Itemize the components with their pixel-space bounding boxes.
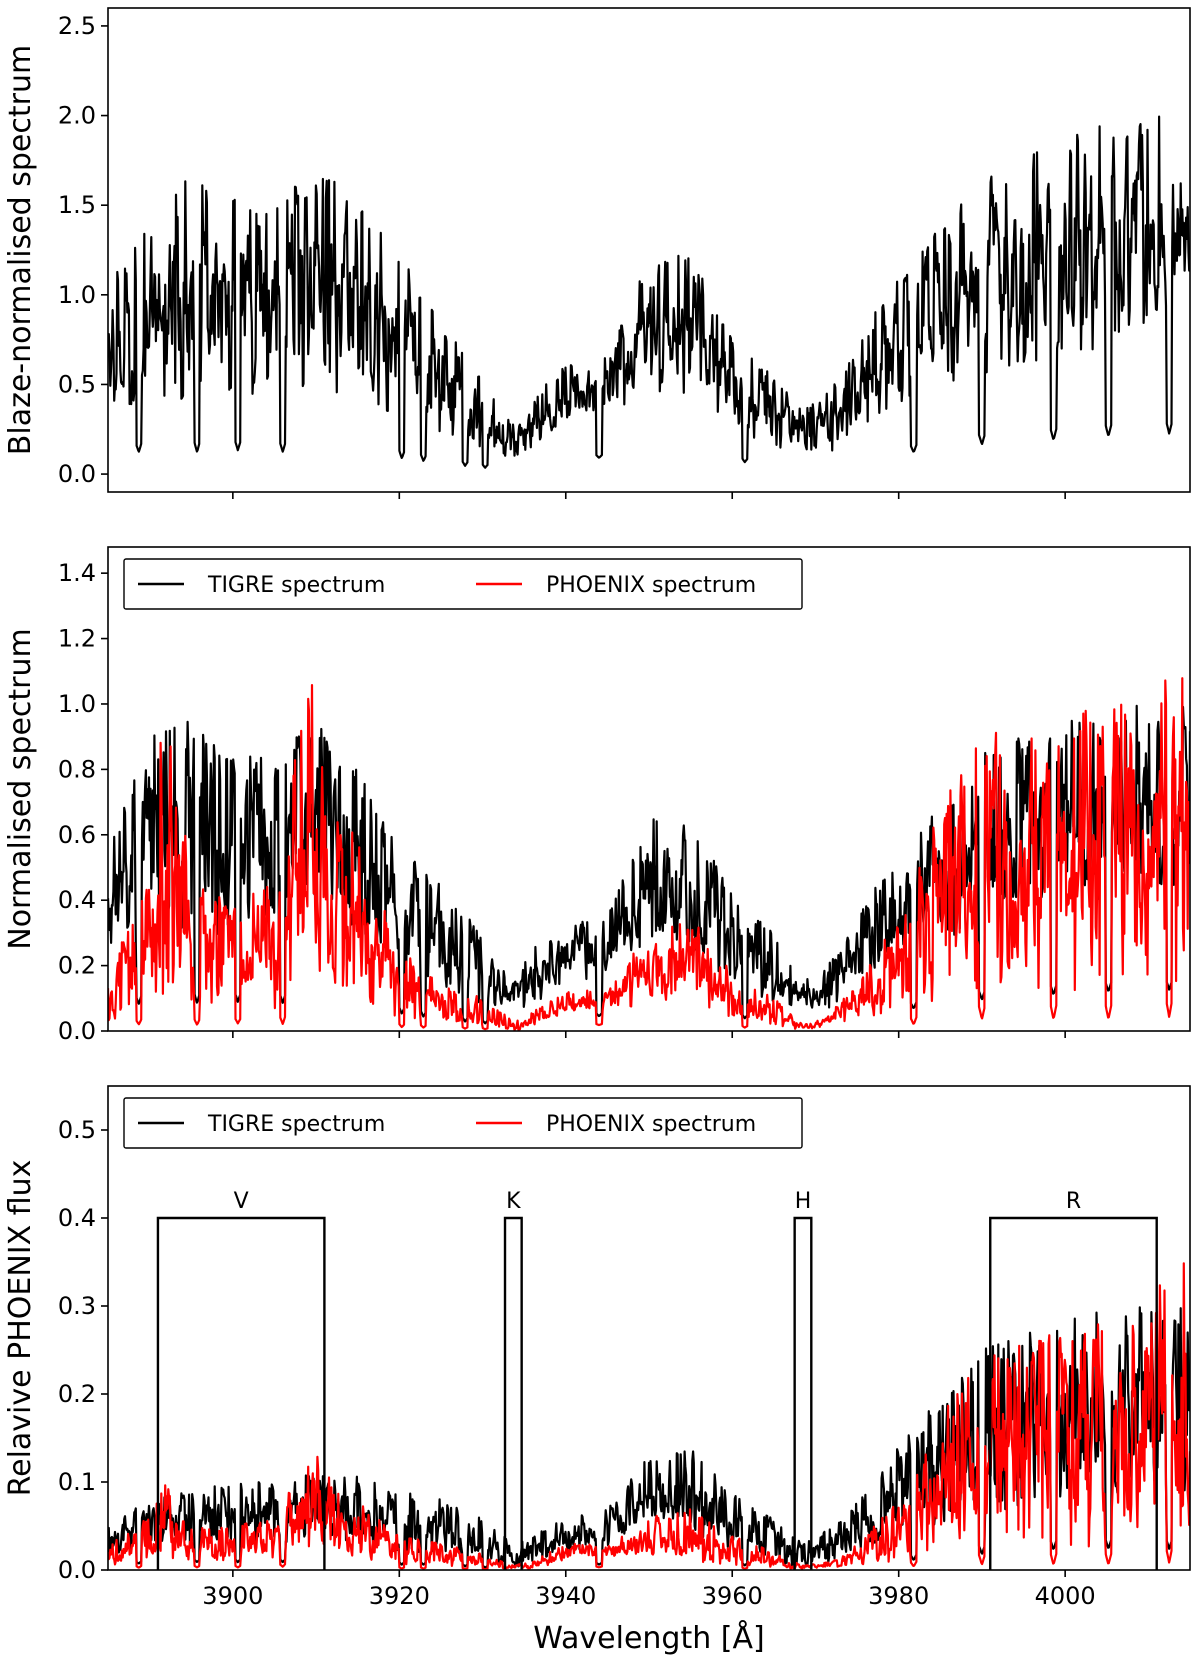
- panel-relative-phoenix-flux: V K H R 0.0 0.1 0.2 0.3 0.4 0.5 3900 3920 3940 3960 39…: [3, 1085, 1191, 1656]
- legend-box: [123, 1097, 803, 1149]
- band-box-v: [156, 1216, 326, 1570]
- axes-frame: [107, 546, 1191, 1032]
- y-tick-label: 1.5: [58, 191, 96, 219]
- y-tick-label: 0.0: [58, 1017, 96, 1045]
- band-label-r: R: [1066, 1189, 1081, 1214]
- band-box-k: [503, 1216, 523, 1570]
- series-line-tigre-spectrum: [108, 115, 1190, 469]
- y-tick-label: 0.8: [58, 755, 96, 783]
- series-line-phoenix-spectrum: [108, 677, 1190, 1031]
- y-tick-label: 0.4: [58, 1204, 96, 1232]
- legend-entry-label: PHOENIX spectrum: [546, 1112, 756, 1137]
- y-tick-label: 0.3: [58, 1292, 96, 1320]
- legend-box: [123, 558, 803, 610]
- y-tick-label: 0.0: [58, 460, 96, 488]
- x-tick-label: 3920: [369, 1582, 430, 1610]
- y-tick-label: 0.5: [58, 1116, 96, 1144]
- plot-area: [108, 677, 1190, 1031]
- y-tick-label: 1.0: [58, 690, 96, 718]
- panel-blaze-normalised: 0.0 0.5 1.0 1.5 2.0 2.5 Blaze-normalised spect…: [3, 7, 1191, 499]
- y-tick-label: 0.4: [58, 886, 96, 914]
- x-tick-label: 3900: [202, 1582, 263, 1610]
- y-tick-label: 1.4: [58, 559, 96, 587]
- y-tick-label: 1.2: [58, 625, 96, 653]
- y-tick-label: 2.5: [58, 12, 96, 40]
- legend-entry-label: TIGRE spectrum: [207, 573, 385, 598]
- y-axis-label: Normalised spectrum: [3, 628, 38, 950]
- x-tick-label: 3940: [535, 1582, 596, 1610]
- y-tick-label: 0.6: [58, 821, 96, 849]
- x-tick-label: 4000: [1035, 1582, 1096, 1610]
- y-tick-label: 0.2: [58, 1380, 96, 1408]
- y-tick-label: 0.2: [58, 952, 96, 980]
- band-box-h: [793, 1216, 813, 1570]
- x-axis-label: Wavelength [Å]: [533, 1620, 764, 1656]
- plot-area: [108, 1262, 1190, 1570]
- series-line-phoenix-spectrum: [108, 1262, 1190, 1570]
- panel-normalised: 0.0 0.2 0.4 0.6 0.8 1.0 1.2 1.4 Normalised spect…: [3, 546, 1191, 1045]
- band-label-v: V: [234, 1189, 249, 1214]
- y-tick-label: 0.0: [58, 1556, 96, 1584]
- band-box-r: [989, 1216, 1158, 1570]
- series-line-tigre-spectrum: [108, 704, 1190, 1025]
- x-tick-label: 3980: [868, 1582, 929, 1610]
- y-tick-label: 0.1: [58, 1468, 96, 1496]
- legend-entry-label: TIGRE spectrum: [207, 1112, 385, 1137]
- y-axis-label: Blaze-normalised spectrum: [3, 45, 38, 455]
- x-tick-label: 3960: [702, 1582, 763, 1610]
- y-tick-label: 0.5: [58, 370, 96, 398]
- y-axis-label: Relavive PHOENIX flux: [3, 1160, 38, 1497]
- band-label-k: K: [506, 1189, 521, 1214]
- plot-area: [108, 115, 1190, 469]
- band-label-h: H: [795, 1189, 812, 1214]
- legend: TIGRE spectrum PHOENIX spectrum: [123, 558, 803, 610]
- legend: TIGRE spectrum PHOENIX spectrum: [123, 1097, 803, 1149]
- axes-frame: [107, 7, 1191, 493]
- legend-entry-label: PHOENIX spectrum: [546, 573, 756, 598]
- y-tick-label: 1.0: [58, 281, 96, 309]
- axes-frame: [107, 1085, 1191, 1571]
- y-tick-label: 2.0: [58, 102, 96, 130]
